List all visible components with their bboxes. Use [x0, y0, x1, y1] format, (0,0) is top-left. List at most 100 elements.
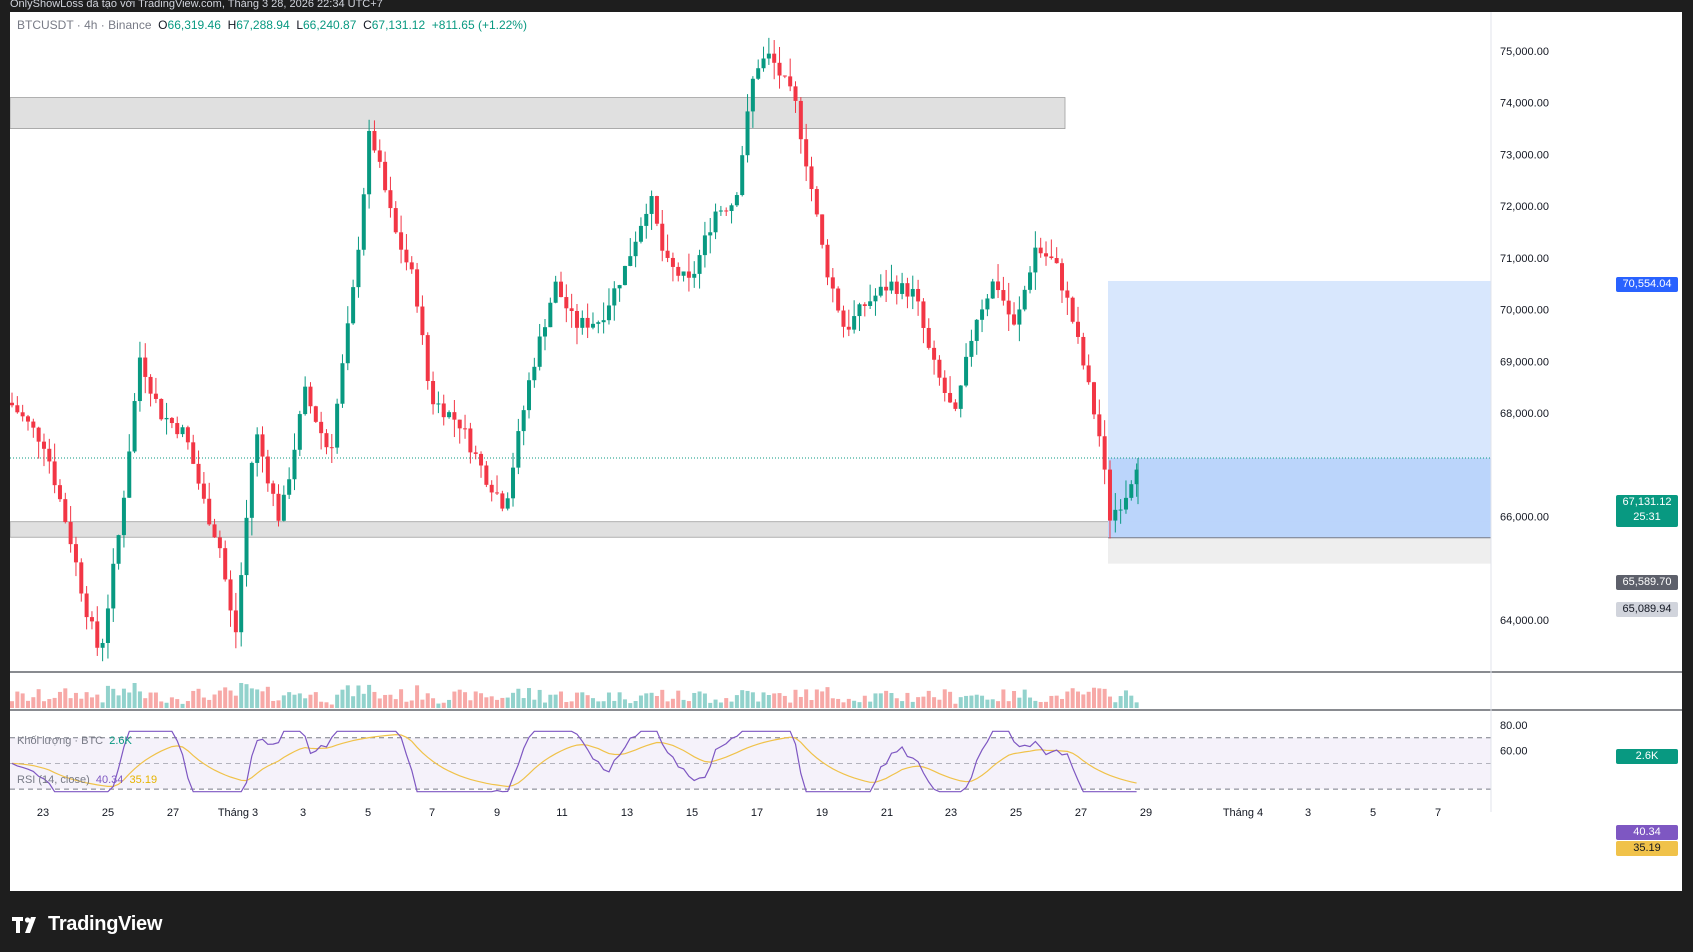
volume-bar: [15, 691, 20, 708]
volume-bar: [367, 684, 372, 708]
volume-bar: [479, 693, 484, 708]
candle-body: [271, 483, 276, 494]
volume-bar: [788, 702, 793, 708]
candle-body: [905, 283, 910, 297]
volume-bar: [1102, 688, 1107, 708]
volume-bar: [1017, 697, 1022, 708]
candle-body: [191, 442, 196, 464]
volume-bar: [212, 694, 217, 708]
candle-body: [980, 309, 985, 320]
volume-bar: [191, 690, 196, 708]
candle-body: [15, 405, 20, 413]
candle-body: [953, 402, 958, 409]
candle-body: [319, 421, 324, 434]
candle-body: [1017, 309, 1022, 325]
candle-body: [260, 434, 265, 457]
candle-body: [708, 232, 713, 236]
candle-body: [766, 53, 771, 59]
candle-body: [1033, 247, 1038, 273]
candle-body: [601, 320, 606, 323]
volume-bar: [532, 699, 537, 708]
candle-body: [846, 326, 851, 330]
candle-body: [436, 403, 441, 405]
volume-bar: [761, 692, 766, 708]
candle-body: [1028, 272, 1033, 290]
volume-bar: [686, 701, 691, 708]
y-tick-label: 69,000.00: [1500, 356, 1549, 368]
volume-bar: [969, 695, 974, 708]
volume-legend: Khối lượng · BTC 2.6K: [17, 735, 132, 747]
volume-bar: [463, 692, 468, 708]
candle-body: [340, 363, 345, 404]
y-tick-label: 75,000.00: [1500, 46, 1549, 58]
volume-bar: [84, 692, 89, 708]
chart-area[interactable]: 60.00 80.00 64,000.00 66,000.00 68,000.00 69…: [10, 12, 1682, 891]
volume-bar: [681, 699, 686, 708]
volume-bar: [516, 688, 521, 708]
x-tick-label: 27: [1075, 807, 1087, 819]
candle-body: [255, 434, 260, 463]
y-tick-label: 70,000.00: [1500, 305, 1549, 317]
candle-body: [527, 380, 532, 411]
candle-body: [159, 398, 164, 420]
high-value: 67,288.94: [236, 18, 290, 32]
close-label: C: [363, 18, 372, 32]
x-tick-label: 25: [102, 807, 114, 819]
candle-body: [68, 522, 73, 545]
candle-body: [41, 441, 46, 449]
candle-body: [686, 271, 691, 278]
candle-body: [1060, 263, 1065, 291]
candle-body: [111, 563, 116, 609]
candle-body: [1006, 300, 1011, 315]
volume-bar: [1097, 688, 1102, 708]
volume-bar: [814, 689, 819, 708]
candle-body: [836, 288, 841, 311]
candle-body: [415, 269, 420, 307]
candle-body: [772, 53, 777, 63]
volume-bar: [1086, 691, 1091, 708]
volume-bar: [756, 701, 761, 708]
candle-body: [324, 433, 329, 448]
y-tick-label: 64,000.00: [1500, 615, 1549, 627]
volume-bar: [351, 696, 356, 708]
candle-body: [116, 535, 121, 564]
candle-body: [729, 205, 734, 212]
volume-bar: [132, 683, 137, 708]
volume-bar: [772, 693, 777, 708]
volume-bar: [612, 700, 617, 708]
candle-body: [457, 419, 462, 429]
candle-body: [249, 462, 254, 518]
volume-bar: [169, 697, 174, 708]
candle-body: [121, 497, 126, 536]
candle-body: [702, 235, 707, 256]
y-tick-label: 74,000.00: [1500, 98, 1549, 110]
candle-body: [676, 266, 681, 276]
volume-bar: [244, 684, 249, 708]
volume-bar: [990, 699, 995, 708]
candle-body: [516, 431, 521, 468]
volume-bar: [41, 701, 46, 708]
volume-bar: [644, 693, 649, 708]
candle-body: [521, 410, 526, 432]
chart-svg[interactable]: 60.00 80.00 64,000.00 66,000.00 68,000.00 69…: [10, 12, 1682, 891]
candle-body: [127, 451, 132, 498]
candle-body: [1097, 414, 1102, 437]
candle-body: [100, 642, 105, 648]
x-tick-label: 17: [751, 807, 763, 819]
x-tick-label: 13: [621, 807, 633, 819]
volume-bar: [217, 690, 222, 708]
symbol-title: BTCUSDT · 4h · Binance: [17, 18, 152, 32]
tradingview-logo[interactable]: TradingView: [12, 913, 162, 936]
candle-body: [958, 385, 963, 409]
volume-bar: [862, 695, 867, 708]
candle-body: [750, 78, 755, 112]
volume-bar: [383, 694, 388, 708]
candle-body: [1065, 290, 1070, 298]
volume-bar: [79, 698, 84, 708]
candle-body: [153, 393, 158, 399]
x-tick-label: 3: [1305, 807, 1311, 819]
candle-body: [313, 406, 318, 422]
volume-bar: [777, 693, 782, 708]
volume-bar: [175, 699, 180, 708]
volume-bar: [265, 686, 270, 708]
